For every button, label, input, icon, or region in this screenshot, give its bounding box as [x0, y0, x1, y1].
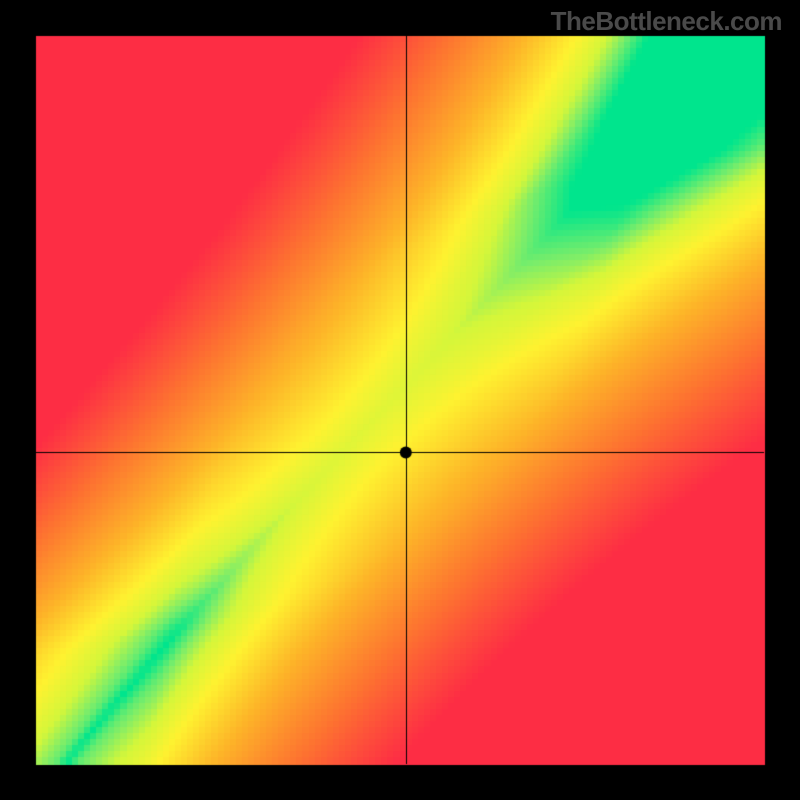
bottleneck-heatmap-canvas [0, 0, 800, 800]
chart-container: TheBottleneck.com [0, 0, 800, 800]
watermark-text: TheBottleneck.com [551, 6, 782, 37]
